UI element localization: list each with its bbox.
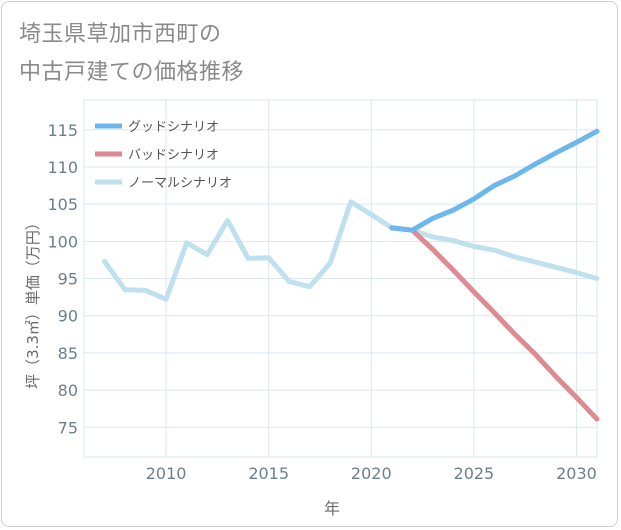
legend-label: グッドシナリオ bbox=[128, 120, 219, 135]
y-tick-label: 90 bbox=[58, 307, 78, 326]
x-axis-label: 年 bbox=[324, 499, 340, 518]
x-tick-label: 2020 bbox=[351, 464, 392, 483]
series-lines bbox=[102, 128, 600, 422]
chart-title-line-2: 中古戸建ての価格推移 bbox=[19, 60, 245, 85]
y-axis-label: 坪（3.3㎡）単価（万円） bbox=[24, 215, 42, 389]
series-line-0 bbox=[389, 128, 600, 233]
x-tick-label: 2025 bbox=[454, 464, 495, 483]
x-tick-label: 2010 bbox=[146, 464, 187, 483]
series-line-1 bbox=[389, 225, 600, 422]
y-tick-label: 110 bbox=[47, 158, 78, 177]
y-tick-label: 115 bbox=[47, 121, 78, 140]
x-tick-label: 2015 bbox=[248, 464, 289, 483]
y-tick-label: 95 bbox=[58, 270, 78, 289]
legend-label: バッドシナリオ bbox=[128, 148, 219, 163]
y-tick-label: 100 bbox=[47, 232, 78, 251]
axis-ticks: 75 80 85 90 95 100 105 110 115 2010 2015 2020 2025 20… bbox=[47, 121, 596, 483]
y-tick-label: 80 bbox=[58, 381, 78, 400]
y-tick-label: 85 bbox=[58, 344, 78, 363]
x-tick-label: 2030 bbox=[556, 464, 597, 483]
y-tick-label: 105 bbox=[47, 195, 78, 214]
legend-label: ノーマルシナリオ bbox=[128, 176, 232, 191]
grid bbox=[83, 99, 598, 458]
chart-title: 埼玉県草加市西町の 中古戸建ての価格推移 bbox=[19, 16, 244, 92]
chart-title-line-1: 埼玉県草加市西町の bbox=[19, 22, 222, 47]
y-tick-label: 75 bbox=[58, 418, 78, 437]
series-line-2 bbox=[102, 199, 600, 302]
